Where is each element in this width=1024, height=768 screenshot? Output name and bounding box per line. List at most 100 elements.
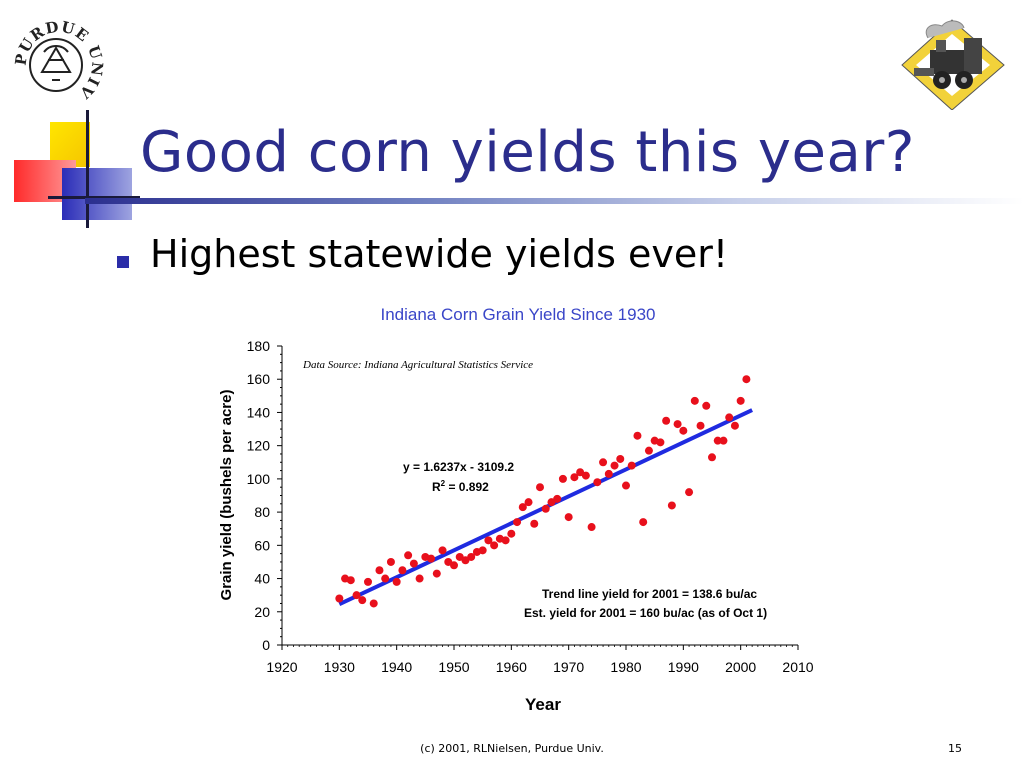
x-tick-label: 2010 bbox=[782, 659, 813, 675]
r-squared-label: R2 = 0.892 bbox=[432, 479, 489, 494]
data-point bbox=[662, 416, 671, 425]
data-point bbox=[375, 566, 384, 575]
data-point bbox=[513, 518, 522, 527]
data-point bbox=[381, 574, 390, 583]
trend-yield-note: Trend line yield for 2001 = 138.6 bu/ac bbox=[542, 587, 757, 601]
x-tick-label: 1960 bbox=[496, 659, 527, 675]
y-tick-label: 160 bbox=[247, 371, 271, 387]
y-tick-label: 60 bbox=[254, 537, 270, 553]
trend-equation: y = 1.6237x - 3109.2 bbox=[403, 460, 514, 474]
footer-copyright: (c) 2001, RLNielsen, Purdue Univ. bbox=[420, 742, 604, 755]
data-point bbox=[427, 554, 436, 563]
data-point bbox=[685, 488, 694, 497]
data-point bbox=[708, 453, 716, 462]
data-point bbox=[478, 546, 487, 555]
data-point bbox=[644, 446, 653, 455]
data-point bbox=[610, 461, 619, 470]
data-point bbox=[725, 413, 734, 422]
data-point bbox=[627, 461, 636, 470]
data-point bbox=[518, 503, 527, 512]
data-point bbox=[409, 559, 418, 568]
data-point bbox=[622, 481, 630, 490]
data-point bbox=[415, 574, 424, 583]
bullet-marker bbox=[117, 256, 129, 268]
data-point bbox=[530, 519, 539, 528]
data-point bbox=[581, 471, 590, 480]
data-point bbox=[386, 557, 395, 566]
data-point bbox=[639, 518, 648, 527]
x-tick-label: 1970 bbox=[553, 659, 584, 675]
data-point bbox=[616, 454, 625, 463]
data-point bbox=[593, 478, 602, 487]
data-point bbox=[730, 421, 739, 430]
y-tick-label: 180 bbox=[247, 338, 271, 354]
y-axis-label: Grain yield (bushels per acre) bbox=[218, 390, 235, 601]
slide-title: Good corn yields this year? bbox=[140, 120, 916, 185]
data-point bbox=[599, 458, 608, 467]
data-point bbox=[358, 596, 367, 605]
purdue-seal-icon: PURDUE UNIVERSITY bbox=[8, 10, 106, 102]
data-point bbox=[633, 431, 642, 440]
x-tick-label: 2000 bbox=[725, 659, 756, 675]
data-point bbox=[673, 420, 682, 429]
data-point bbox=[450, 561, 458, 570]
data-point bbox=[536, 483, 544, 492]
data-point bbox=[438, 546, 447, 555]
x-axis-label: Year bbox=[525, 695, 561, 714]
data-point bbox=[346, 576, 355, 585]
data-point bbox=[392, 577, 401, 586]
data-point bbox=[369, 599, 378, 608]
bullet-text: Highest statewide yields ever! bbox=[150, 232, 729, 276]
data-point bbox=[558, 474, 567, 483]
data-point bbox=[467, 552, 476, 561]
data-point bbox=[742, 375, 751, 384]
chart-title: Indiana Corn Grain Yield Since 1930 bbox=[380, 305, 655, 324]
data-point bbox=[524, 498, 533, 507]
data-point bbox=[587, 523, 596, 532]
data-point bbox=[656, 438, 665, 447]
data-point bbox=[541, 504, 550, 513]
title-underline bbox=[85, 198, 1024, 204]
data-point bbox=[432, 569, 441, 578]
data-point bbox=[702, 401, 711, 410]
title-decoration bbox=[14, 110, 140, 228]
data-point bbox=[679, 426, 688, 435]
y-tick-label: 80 bbox=[254, 504, 270, 520]
data-point bbox=[398, 566, 407, 575]
data-point bbox=[490, 541, 499, 550]
y-tick-label: 120 bbox=[247, 438, 271, 454]
data-point bbox=[690, 396, 699, 405]
chart-source-note: Data Source: Indiana Agricultural Statis… bbox=[302, 359, 533, 371]
page-number: 15 bbox=[948, 742, 962, 755]
y-tick-label: 40 bbox=[254, 571, 270, 587]
x-tick-label: 1920 bbox=[266, 659, 297, 675]
data-point bbox=[335, 594, 344, 603]
data-point bbox=[352, 591, 361, 600]
data-point bbox=[404, 551, 413, 560]
x-tick-label: 1930 bbox=[324, 659, 355, 675]
y-tick-label: 20 bbox=[254, 604, 270, 620]
data-point bbox=[501, 536, 510, 545]
data-point bbox=[713, 436, 722, 445]
data-point bbox=[719, 436, 728, 445]
data-point bbox=[696, 421, 705, 430]
estimated-yield-note: Est. yield for 2001 = 160 bu/ac (as of O… bbox=[524, 606, 767, 620]
y-tick-label: 100 bbox=[247, 471, 271, 487]
x-tick-label: 1950 bbox=[438, 659, 469, 675]
data-point bbox=[736, 396, 745, 405]
locomotive-icon bbox=[901, 19, 1005, 110]
data-point bbox=[553, 494, 562, 503]
data-point bbox=[484, 536, 493, 545]
x-tick-label: 1980 bbox=[610, 659, 641, 675]
x-tick-label: 1940 bbox=[381, 659, 412, 675]
data-point bbox=[364, 577, 372, 586]
x-tick-label: 1990 bbox=[668, 659, 699, 675]
y-tick-label: 140 bbox=[247, 404, 271, 420]
y-tick-label: 0 bbox=[262, 637, 270, 653]
data-point bbox=[570, 473, 579, 482]
data-point bbox=[667, 501, 676, 510]
data-point bbox=[564, 513, 573, 522]
data-point bbox=[604, 469, 613, 478]
data-point bbox=[507, 529, 516, 538]
